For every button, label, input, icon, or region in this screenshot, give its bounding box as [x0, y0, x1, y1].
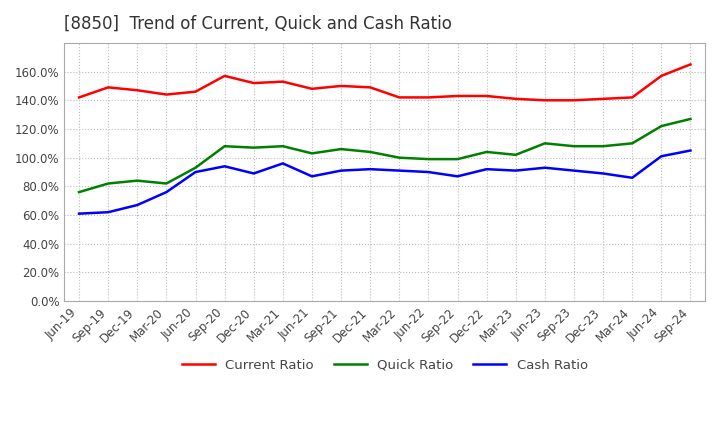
Cash Ratio [424, 169, 433, 175]
Cash Ratio [657, 154, 666, 159]
Current Ratio [482, 93, 491, 99]
Cash Ratio [133, 202, 142, 208]
Quick Ratio [599, 143, 608, 149]
Current Ratio [366, 85, 374, 90]
Cash Ratio [686, 148, 695, 153]
Cash Ratio [453, 174, 462, 179]
Current Ratio [424, 95, 433, 100]
Quick Ratio [511, 152, 520, 158]
Line: Quick Ratio: Quick Ratio [79, 119, 690, 192]
Text: [8850]  Trend of Current, Quick and Cash Ratio: [8850] Trend of Current, Quick and Cash … [65, 15, 452, 33]
Current Ratio [686, 62, 695, 67]
Current Ratio [541, 98, 549, 103]
Current Ratio [657, 73, 666, 78]
Line: Current Ratio: Current Ratio [79, 64, 690, 100]
Cash Ratio [482, 166, 491, 172]
Quick Ratio [541, 141, 549, 146]
Quick Ratio [482, 149, 491, 154]
Current Ratio [220, 73, 229, 78]
Current Ratio [75, 95, 84, 100]
Current Ratio [162, 92, 171, 97]
Cash Ratio [279, 161, 287, 166]
Cash Ratio [192, 169, 200, 175]
Cash Ratio [511, 168, 520, 173]
Quick Ratio [337, 147, 346, 152]
Quick Ratio [686, 116, 695, 121]
Quick Ratio [366, 149, 374, 154]
Quick Ratio [220, 143, 229, 149]
Cash Ratio [104, 209, 112, 215]
Current Ratio [192, 89, 200, 94]
Quick Ratio [249, 145, 258, 150]
Current Ratio [599, 96, 608, 102]
Cash Ratio [628, 175, 636, 180]
Cash Ratio [220, 164, 229, 169]
Line: Cash Ratio: Cash Ratio [79, 150, 690, 214]
Cash Ratio [599, 171, 608, 176]
Current Ratio [249, 81, 258, 86]
Current Ratio [511, 96, 520, 102]
Current Ratio [279, 79, 287, 84]
Cash Ratio [395, 168, 404, 173]
Current Ratio [337, 83, 346, 88]
Quick Ratio [133, 178, 142, 183]
Cash Ratio [75, 211, 84, 216]
Current Ratio [104, 85, 112, 90]
Cash Ratio [570, 168, 578, 173]
Quick Ratio [628, 141, 636, 146]
Quick Ratio [104, 181, 112, 186]
Current Ratio [307, 86, 316, 92]
Quick Ratio [192, 165, 200, 170]
Current Ratio [628, 95, 636, 100]
Quick Ratio [75, 190, 84, 195]
Current Ratio [453, 93, 462, 99]
Quick Ratio [395, 155, 404, 160]
Quick Ratio [424, 157, 433, 162]
Cash Ratio [337, 168, 346, 173]
Quick Ratio [570, 143, 578, 149]
Quick Ratio [657, 124, 666, 129]
Quick Ratio [453, 157, 462, 162]
Cash Ratio [541, 165, 549, 170]
Cash Ratio [307, 174, 316, 179]
Quick Ratio [307, 151, 316, 156]
Legend: Current Ratio, Quick Ratio, Cash Ratio: Current Ratio, Quick Ratio, Cash Ratio [176, 354, 593, 377]
Current Ratio [395, 95, 404, 100]
Quick Ratio [162, 181, 171, 186]
Cash Ratio [366, 166, 374, 172]
Current Ratio [570, 98, 578, 103]
Cash Ratio [162, 190, 171, 195]
Current Ratio [133, 88, 142, 93]
Quick Ratio [279, 143, 287, 149]
Cash Ratio [249, 171, 258, 176]
